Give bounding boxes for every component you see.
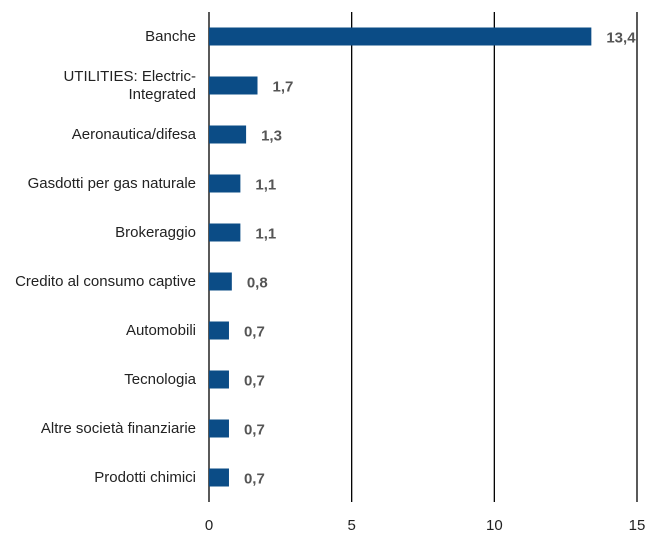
value-label: 1,3 [261, 127, 282, 144]
y-tick-label: Prodotti chimici [94, 468, 196, 486]
y-tick-label: UTILITIES: Electric-Integrated [63, 67, 196, 103]
bar [209, 76, 258, 95]
bar [209, 223, 241, 242]
value-label: 0,7 [244, 372, 265, 389]
value-label: 0,7 [244, 421, 265, 438]
bar [209, 125, 247, 144]
bar [209, 272, 232, 291]
bar [209, 370, 229, 389]
value-label: 1,1 [255, 176, 276, 193]
value-label: 13,4 [606, 29, 636, 46]
y-tick-label: Aeronautica/difesa [71, 125, 196, 143]
x-tick-label: 10 [486, 517, 503, 534]
y-tick-label: Altre società finanziarie [40, 419, 196, 437]
value-label: 0,7 [244, 470, 265, 487]
y-tick-label: Tecnologia [124, 370, 196, 388]
value-label: 0,8 [247, 274, 268, 291]
y-tick-label: Gasdotti per gas naturale [27, 174, 196, 192]
y-tick-label: Brokeraggio [115, 223, 196, 241]
bar [209, 27, 592, 46]
bar [209, 321, 229, 340]
x-tick-label: 5 [347, 517, 355, 534]
x-tick-label: 15 [629, 517, 646, 534]
y-tick-label: Banche [145, 27, 196, 45]
bar [209, 419, 229, 438]
value-label: 1,7 [273, 78, 294, 95]
y-tick-label: Credito al consumo captive [15, 272, 196, 290]
bar [209, 468, 229, 487]
bar [209, 174, 241, 193]
x-tick-label: 0 [205, 517, 213, 534]
value-label: 0,7 [244, 323, 265, 340]
value-label: 1,1 [255, 225, 276, 242]
y-tick-label: Automobili [125, 321, 196, 339]
